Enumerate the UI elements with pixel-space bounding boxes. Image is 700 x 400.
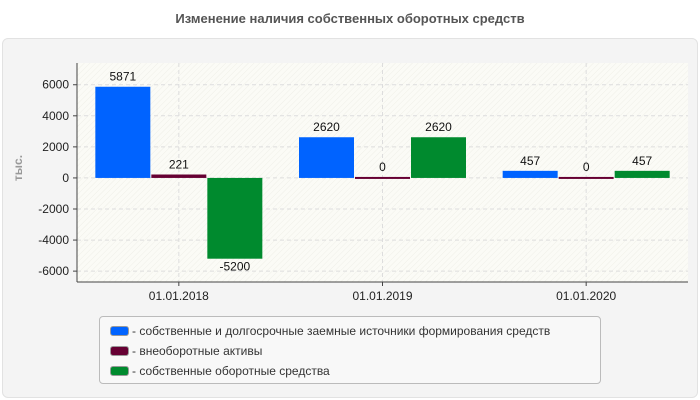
bar (355, 176, 410, 179)
legend-label: - внеоборотные активы (132, 344, 263, 358)
legend-label: - собственные и долгосрочные заемные ист… (132, 324, 551, 338)
legend-item: - собственные и долгосрочные заемные ист… (110, 323, 550, 339)
y-tick-label: -6000 (38, 264, 69, 278)
legend-item: - внеоборотные активы (110, 343, 262, 359)
bar (558, 176, 614, 179)
data-label: 5871 (109, 70, 136, 84)
data-label: 0 (583, 160, 590, 174)
legend-label: - собственные оборотные средства (132, 364, 330, 378)
y-tick-label: 6000 (42, 78, 69, 92)
legend-swatch (110, 346, 129, 356)
bar (151, 174, 207, 178)
x-tick-label: 01.01.2018 (149, 289, 209, 303)
data-label: 457 (632, 154, 652, 168)
y-axis-label: тыс. (11, 155, 25, 181)
y-tick-label: -4000 (38, 233, 69, 247)
y-tick-label: -2000 (38, 202, 69, 216)
legend-item: - собственные оборотные средства (110, 363, 330, 379)
data-label: 2620 (313, 120, 340, 134)
y-tick-label: 4000 (42, 109, 69, 123)
bar (299, 137, 354, 178)
chart-title: Изменение наличия собственных оборотных … (175, 11, 525, 26)
legend: - собственные и долгосрочные заемные ист… (99, 316, 601, 384)
data-label: -5200 (219, 260, 250, 274)
x-tick-label: 01.01.2020 (556, 289, 616, 303)
bar (411, 137, 466, 178)
bar (614, 170, 670, 178)
legend-swatch (110, 366, 129, 376)
x-tick-label: 01.01.2019 (352, 289, 412, 303)
bar (502, 170, 558, 178)
y-tick-label: 0 (62, 171, 69, 185)
data-label: 457 (520, 154, 540, 168)
data-label: 0 (379, 160, 386, 174)
bar (95, 86, 151, 178)
data-label: 221 (169, 158, 189, 172)
legend-swatch (110, 326, 129, 336)
y-tick-label: 2000 (42, 140, 69, 154)
data-label: 2620 (425, 120, 452, 134)
bar (207, 177, 263, 259)
